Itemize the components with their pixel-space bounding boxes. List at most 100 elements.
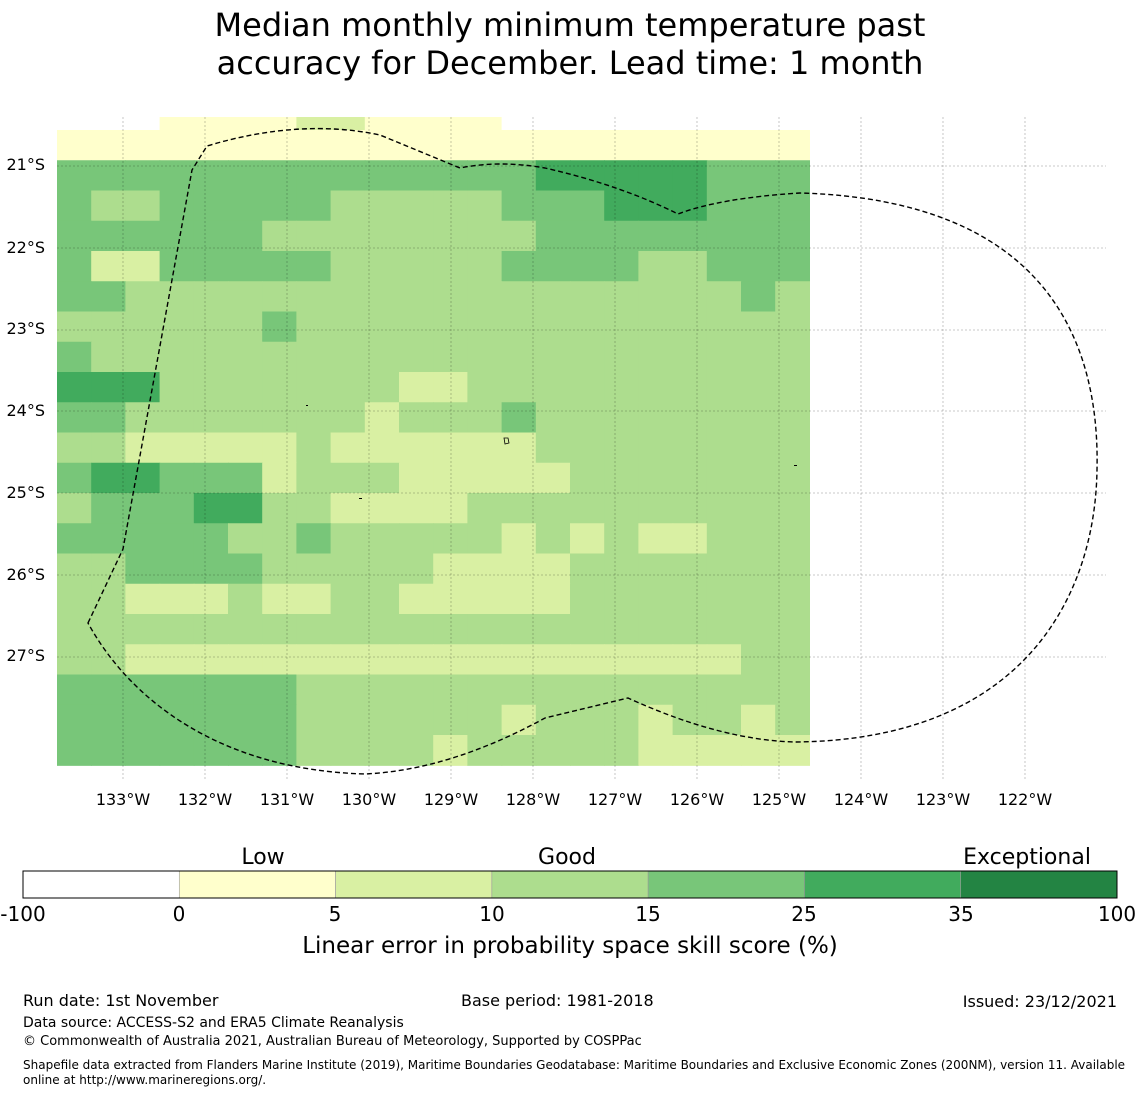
- grid-cell: [125, 704, 161, 736]
- grid-cell: [775, 674, 810, 706]
- grid-cell: [193, 117, 229, 131]
- grid-cell: [741, 583, 776, 615]
- grid-cell: [399, 372, 434, 403]
- grid-cell: [193, 462, 229, 494]
- grid-cell: [706, 432, 742, 464]
- grid-cell: [364, 251, 400, 282]
- grid-cell: [364, 553, 400, 585]
- grid-cell: [433, 523, 468, 555]
- grid-cell: [159, 674, 195, 706]
- grid-cell: [262, 372, 297, 403]
- grid-cell: [91, 735, 126, 766]
- lon-label: 132°W: [178, 790, 233, 809]
- grid-cell: [638, 553, 674, 585]
- grid-cell: [57, 523, 92, 555]
- grid-cell: [467, 614, 503, 645]
- grid-cell: [57, 553, 92, 585]
- grid-cell: [638, 704, 674, 736]
- grid-cell: [706, 341, 742, 373]
- grid-cell: [399, 190, 434, 222]
- grid-cell: [433, 462, 468, 494]
- grid-cell: [501, 735, 537, 766]
- grid-cell: [535, 160, 571, 192]
- grid-cell: [399, 674, 434, 706]
- grid-cell: [159, 614, 195, 645]
- grid-cell: [467, 311, 503, 343]
- grid-cell: [159, 523, 195, 555]
- grid-cell: [364, 311, 400, 343]
- grid-cell: [501, 432, 537, 464]
- grid-cell: [741, 644, 776, 676]
- grid-cell: [125, 251, 161, 282]
- grid-cell: [330, 220, 366, 252]
- grid-cell: [296, 523, 332, 555]
- grid-cell: [57, 644, 92, 676]
- grid-cell: [159, 432, 195, 464]
- grid-cell: [535, 704, 571, 736]
- cb-tick-label: 10: [479, 902, 504, 926]
- grid-cell: [262, 251, 297, 282]
- grid-cell: [296, 735, 332, 766]
- grid-cell: [330, 311, 366, 343]
- grid-cell: [672, 644, 708, 676]
- grid-cell: [638, 432, 674, 464]
- graticule: [57, 117, 1106, 780]
- grid-cell: [57, 674, 92, 706]
- grid-cell: [228, 614, 263, 645]
- grid-cell: [706, 583, 742, 615]
- grid-cell: [467, 553, 503, 585]
- grid-cell: [741, 432, 776, 464]
- grid-cell: [775, 614, 810, 645]
- grid-cell: [91, 523, 126, 555]
- base-period: Base period: 1981-2018: [461, 991, 654, 1010]
- grid-cell: [501, 462, 537, 494]
- grid-cell: [262, 583, 297, 615]
- grid-cell: [91, 462, 126, 494]
- grid-cell: [501, 402, 537, 434]
- grid-cell: [330, 553, 366, 585]
- grid-cell: [57, 704, 92, 736]
- grid-cell: [672, 462, 708, 494]
- grid-cell: [228, 523, 263, 555]
- grid-cell: [91, 251, 126, 282]
- grid-cell: [91, 553, 126, 585]
- grid-cell: [330, 644, 366, 676]
- grid-cell: [467, 523, 503, 555]
- grid-cell: [604, 341, 639, 373]
- grid-cell: [91, 130, 126, 161]
- grid-cell: [296, 583, 332, 615]
- grid-cell: [501, 614, 537, 645]
- grid-cell: [228, 704, 263, 736]
- grid-cell: [570, 704, 605, 736]
- grid-cell: [741, 402, 776, 434]
- grid-cell: [364, 160, 400, 192]
- grid-cell: [296, 281, 332, 313]
- grid-cell: [638, 311, 674, 343]
- grid-cell: [535, 432, 571, 464]
- grid-cell: [296, 402, 332, 434]
- grid-cell: [706, 735, 742, 766]
- grid-cell: [672, 251, 708, 282]
- grid-cell: [399, 553, 434, 585]
- lat-label: 22°S: [6, 238, 45, 257]
- grid-cell: [399, 583, 434, 615]
- grid-cell: [604, 523, 639, 555]
- grid-cell: [57, 583, 92, 615]
- grid-cell: [433, 704, 468, 736]
- grid-cell: [364, 523, 400, 555]
- grid-cell: [775, 190, 810, 222]
- grid-cell: [535, 402, 571, 434]
- lon-label: 130°W: [342, 790, 397, 809]
- grid-cell: [672, 523, 708, 555]
- grid-cell: [706, 493, 742, 524]
- grid-cell: [57, 190, 92, 222]
- grid-cell: [296, 190, 332, 222]
- grid-cell: [330, 251, 366, 282]
- grid-cell: [262, 117, 297, 131]
- grid-cell: [228, 130, 263, 161]
- grid-cell: [193, 281, 229, 313]
- grid-cell: [433, 117, 468, 131]
- grid-cell: [501, 281, 537, 313]
- grid-cell: [741, 220, 776, 252]
- grid-cell: [159, 493, 195, 524]
